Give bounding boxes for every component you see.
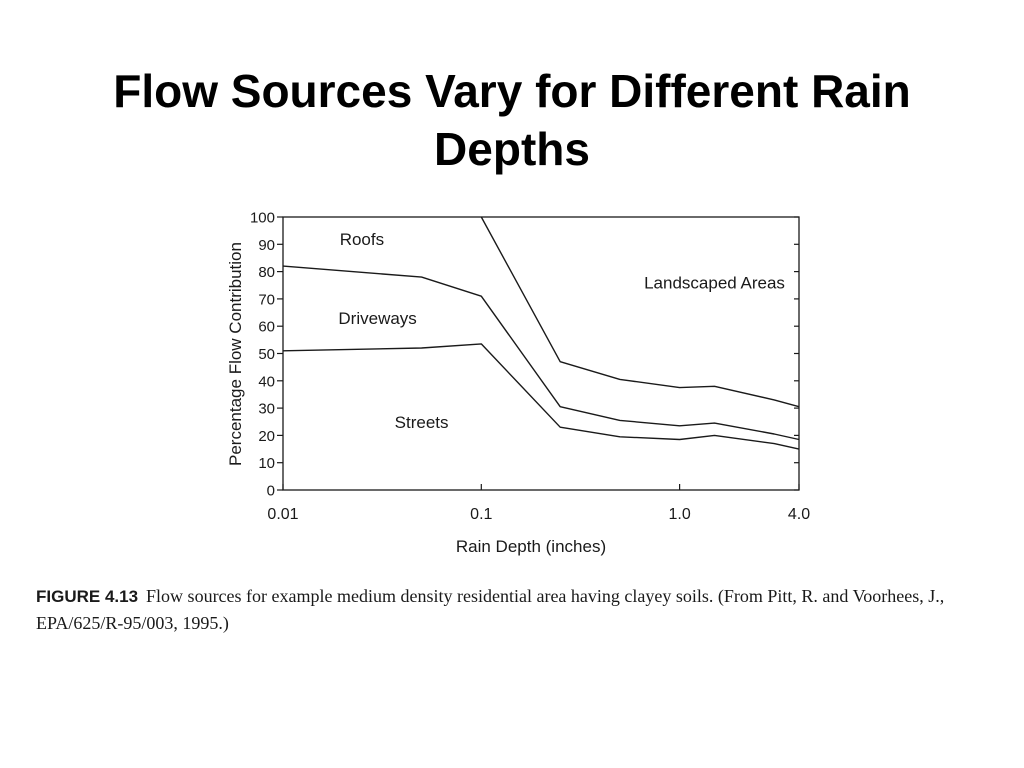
caption-text: Flow sources for example medium density … bbox=[36, 586, 945, 633]
x-tick-label: 1.0 bbox=[668, 506, 690, 523]
boundary-line-driveways-roofs bbox=[282, 265, 800, 441]
figure-label: FIGURE 4.13 bbox=[36, 587, 139, 606]
y-tick-label: 80 bbox=[258, 264, 275, 281]
y-tick-label: 30 bbox=[258, 401, 275, 418]
y-tick-label: 70 bbox=[258, 291, 275, 308]
y-axis: 0 10 20 30 40 50 60 70 80 90 100 bbox=[250, 210, 799, 500]
x-tick-label: 0.1 bbox=[470, 506, 492, 523]
region-label-landscaped-areas: Landscaped Areas bbox=[644, 274, 785, 293]
y-tick-label: 0 bbox=[267, 483, 275, 500]
y-tick-label: 100 bbox=[250, 210, 275, 227]
y-tick-label: 90 bbox=[258, 237, 275, 254]
y-tick-label: 20 bbox=[258, 428, 275, 445]
region-label-driveways: Driveways bbox=[338, 309, 416, 328]
slide-title: Flow Sources Vary for Different Rain Dep… bbox=[0, 62, 1024, 178]
x-tick-label: 0.01 bbox=[267, 506, 298, 523]
y-tick-label: 40 bbox=[258, 373, 275, 390]
region-labels: Roofs Driveways Streets Landscaped Areas bbox=[338, 230, 785, 432]
figure-caption: FIGURE 4.13 Flow sources for example medi… bbox=[36, 583, 1001, 636]
region-label-streets: Streets bbox=[395, 413, 449, 432]
slide-title-line-1: Flow Sources Vary for Different Rain bbox=[113, 65, 911, 117]
region-label-roofs: Roofs bbox=[340, 230, 384, 249]
y-tick-label: 60 bbox=[258, 319, 275, 336]
boundary-line-streets-driveways bbox=[282, 343, 800, 450]
boundary-lines bbox=[282, 216, 800, 450]
x-axis-label: Rain Depth (inches) bbox=[456, 537, 606, 556]
slide-title-line-2: Depths bbox=[434, 123, 590, 175]
y-axis-label: Percentage Flow Contribution bbox=[226, 242, 245, 466]
y-tick-label: 10 bbox=[258, 455, 275, 472]
plot-frame bbox=[282, 216, 800, 491]
x-axis: 0.01 0.1 1.0 4.0 bbox=[267, 484, 810, 523]
x-tick-label: 4.0 bbox=[788, 506, 810, 523]
y-tick-label: 50 bbox=[258, 346, 275, 363]
boundary-line-roofs-landscaped bbox=[480, 216, 800, 408]
